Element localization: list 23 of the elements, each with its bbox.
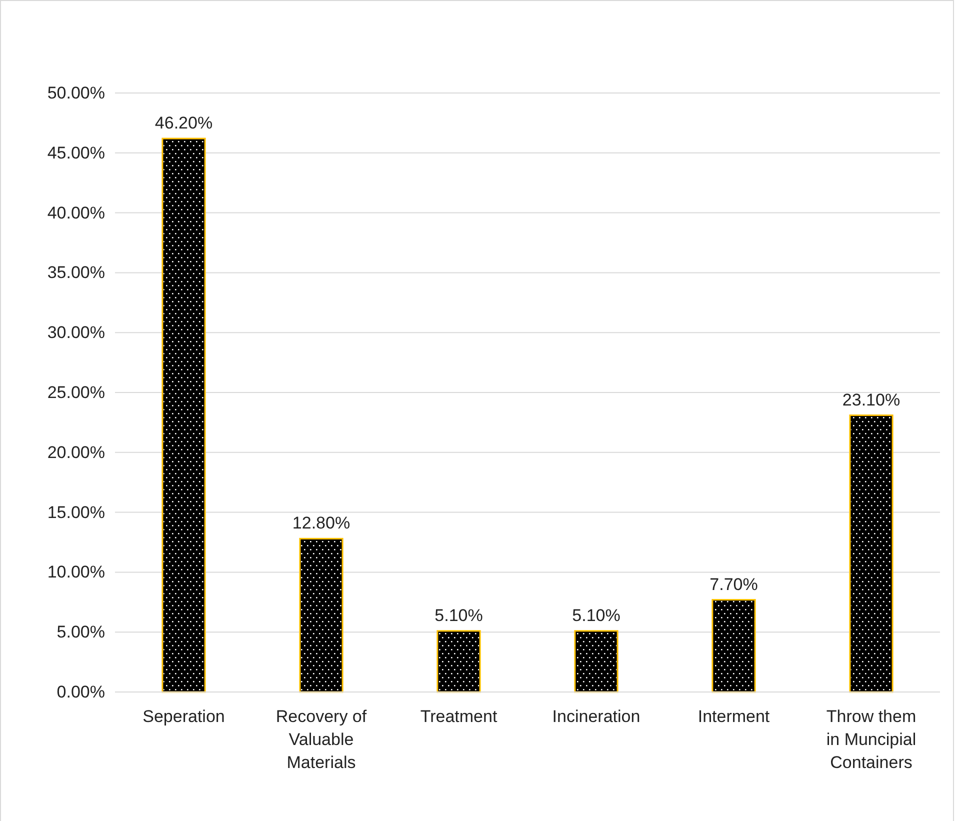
y-tick-label: 40.00% (47, 203, 105, 222)
x-tick-label: Incineration (552, 707, 640, 726)
y-tick-label: 50.00% (47, 83, 105, 102)
y-tick-label: 0.00% (56, 682, 105, 702)
data-label: 5.10% (572, 606, 620, 625)
y-tick-label: 5.00% (56, 622, 105, 642)
x-tick-label: Seperation (142, 707, 225, 726)
y-tick-label: 10.00% (47, 562, 105, 582)
y-tick-label: 30.00% (47, 323, 105, 342)
y-tick-label: 15.00% (47, 502, 105, 522)
y-tick-label: 25.00% (47, 382, 105, 402)
x-tick-label: Recovery of Valuable Materials (276, 707, 367, 772)
x-tick-label: Treatment (420, 707, 498, 726)
data-label: 7.70% (710, 574, 758, 594)
x-tick-label: Throw them in Muncipial Containers (826, 707, 916, 772)
data-label: 5.10% (434, 606, 483, 625)
y-tick-label: 20.00% (47, 442, 105, 462)
data-label: 23.10% (842, 390, 900, 410)
data-label: 12.80% (292, 514, 350, 533)
data-label: 46.20% (154, 114, 213, 133)
y-tick-label: 45.00% (47, 143, 105, 162)
y-tick-label: 35.00% (47, 263, 105, 282)
x-tick-label: Interment (698, 707, 770, 726)
